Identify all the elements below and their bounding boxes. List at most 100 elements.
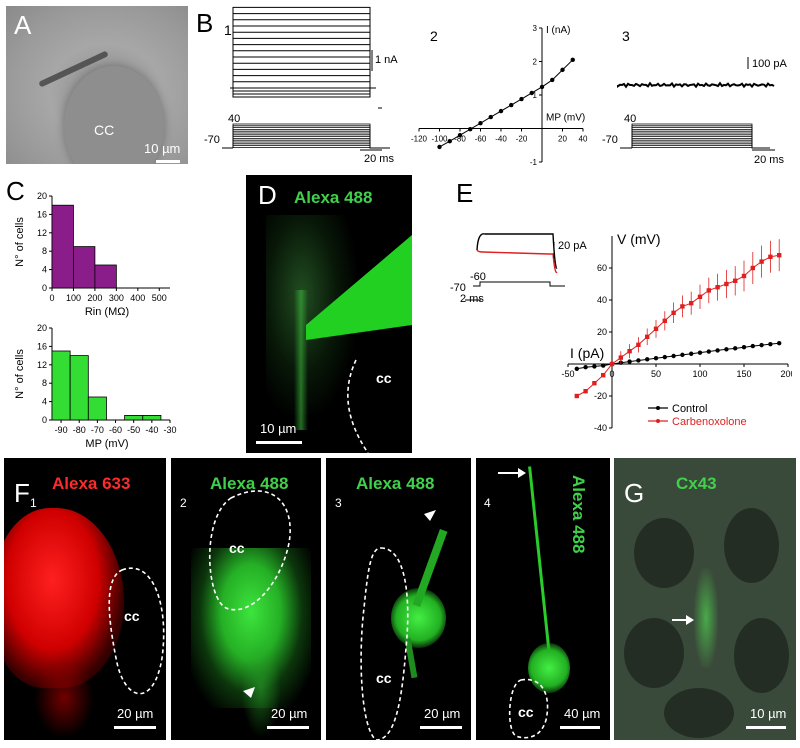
cc-outline [208, 490, 291, 611]
y-tick-label: 8 [42, 246, 47, 256]
histogram-bar [73, 246, 96, 289]
y-tick-label: 4 [42, 397, 47, 407]
y-tick-label: 40 [597, 295, 607, 305]
panel-f3-image: cc 20 µm [326, 458, 471, 740]
b1-trace [230, 68, 376, 89]
b3-v-hold: -70 [602, 134, 618, 146]
panel-g-image: 10 µm [614, 458, 796, 740]
data-point [583, 389, 588, 394]
y-axis-label: I (nA) [546, 25, 570, 36]
y-tick-label: -40 [594, 423, 607, 433]
x-tick-label: 100 [692, 369, 707, 379]
b1-step [232, 147, 390, 149]
histogram-bar [51, 204, 74, 289]
data-point [689, 301, 694, 306]
cc-label: cc [376, 370, 392, 386]
c-rin-histogram: 0 100 200 300 400 500 0 4 8 12 16 20 Rin (MΩ) N° of c… [14, 191, 170, 318]
y-tick-label: 12 [37, 360, 47, 370]
x-tick-label: 100 [66, 293, 81, 303]
scale-bar-label: 20 µm [117, 706, 154, 721]
b1-trace [232, 88, 371, 98]
data-point [741, 273, 747, 279]
data-point [636, 358, 641, 363]
y-tick-label: 12 [37, 228, 47, 238]
b1-current-scale-label: 1 nA [375, 54, 398, 66]
histogram-bar [142, 415, 162, 421]
legend-label: Control [672, 403, 707, 415]
x-tick-label: 200 [780, 369, 792, 379]
b3-current-scale-label: 100 pA [752, 58, 787, 70]
b3-step [631, 147, 770, 149]
d-title: Alexa 488 [294, 188, 373, 207]
legend-marker [656, 406, 660, 410]
f3-title: Alexa 488 [356, 474, 435, 493]
data-point [671, 310, 676, 315]
x-tick-label: -40 [145, 425, 158, 435]
x-tick-label: -30 [163, 425, 176, 435]
y-axis-label: V (mV) [617, 231, 661, 247]
histogram-bar [69, 355, 89, 421]
scale-bar-label: 20 µm [271, 706, 308, 721]
b3-time-scale-label: 20 ms [754, 154, 784, 166]
data-point [618, 355, 623, 360]
data-point [697, 294, 703, 299]
x-tick-label: 0 [609, 369, 614, 379]
y-tick-label: 1 [533, 91, 538, 100]
data-point [653, 356, 659, 361]
panel-d-image: cc 10 µm [246, 175, 412, 453]
y-tick-label: 0 [42, 283, 47, 293]
data-point [724, 347, 729, 352]
b3-current-trace [617, 81, 775, 89]
x-tick-label: 400 [130, 293, 145, 303]
pipette-fluorescent [306, 235, 412, 340]
scale-bar-label: 10 µm [260, 421, 297, 436]
cc-label: cc [124, 608, 140, 624]
x-tick-label: 0 [49, 293, 54, 303]
f2-number: 2 [180, 496, 187, 510]
x-tick-label: -50 [561, 369, 574, 379]
b1-trace [230, 56, 376, 89]
b1-voltage-steps [222, 123, 390, 149]
y-tick-label: 20 [37, 191, 47, 201]
data-point [697, 350, 703, 355]
cc-label: CC [94, 122, 115, 138]
x-tick-label: 300 [109, 293, 124, 303]
b1-trace [230, 81, 376, 89]
scale-bar [746, 726, 786, 729]
x-tick-label: 150 [736, 369, 751, 379]
iv-point [498, 108, 504, 114]
e-inset-v-hold: -70 [450, 282, 466, 294]
b1-current-traces [230, 6, 376, 98]
y-tick-label: 0 [42, 415, 47, 425]
iv-point [447, 139, 452, 144]
x-tick-label: -120 [411, 135, 428, 144]
panel-f2-image: cc 20 µm [171, 458, 321, 740]
f4-number: 4 [484, 496, 491, 510]
b3-step [631, 127, 770, 149]
x-tick-label: -90 [55, 425, 68, 435]
data-point [680, 304, 685, 309]
arrowhead-icon [424, 510, 436, 521]
data-point [574, 393, 579, 399]
y-tick-label: 60 [597, 263, 607, 273]
cc-outline [347, 359, 369, 453]
iv-point [529, 90, 534, 96]
data-point [592, 381, 597, 386]
b1-trace [230, 31, 376, 89]
y-axis-label: N° of cells [14, 349, 26, 399]
panel-f4-image: cc 40 µm [476, 458, 610, 740]
y-tick-label: -1 [530, 158, 538, 167]
series-line [576, 342, 780, 370]
y-tick-label: 3 [533, 24, 538, 33]
x-tick-label: 50 [651, 369, 661, 379]
iv-point [437, 144, 442, 150]
cx43-puncta [694, 568, 718, 668]
b-sub2: 2 [430, 28, 438, 44]
scale-bar-label: 20 µm [424, 706, 461, 721]
scale-bar [256, 441, 302, 444]
iv-point [488, 114, 493, 120]
data-point [768, 254, 773, 259]
legend-label: Carbenoxolone [672, 416, 747, 428]
panel-label-e: E [456, 178, 474, 208]
data-point [662, 318, 667, 323]
